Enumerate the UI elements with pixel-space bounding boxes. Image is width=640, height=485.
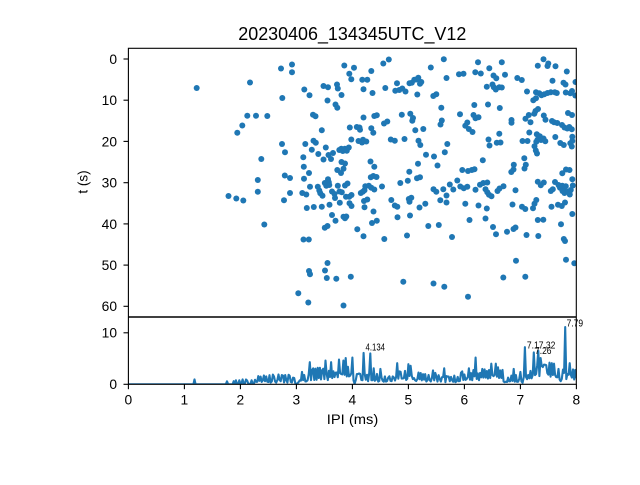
svg-text:4.134: 4.134 bbox=[366, 342, 386, 354]
svg-text:30: 30 bbox=[102, 176, 118, 191]
svg-text:7: 7 bbox=[517, 393, 525, 408]
svg-text:7.26: 7.26 bbox=[535, 345, 552, 357]
svg-text:20: 20 bbox=[102, 134, 118, 149]
svg-text:10: 10 bbox=[102, 326, 118, 341]
svg-text:10: 10 bbox=[102, 93, 118, 108]
svg-text:7.79: 7.79 bbox=[567, 318, 584, 330]
svg-text:20230406_134345UTC_V12: 20230406_134345UTC_V12 bbox=[238, 24, 466, 45]
svg-text:40: 40 bbox=[102, 217, 118, 232]
svg-text:0: 0 bbox=[125, 393, 133, 408]
svg-text:4: 4 bbox=[349, 393, 357, 408]
svg-text:50: 50 bbox=[102, 258, 118, 273]
svg-text:2: 2 bbox=[237, 393, 245, 408]
svg-text:60: 60 bbox=[102, 299, 118, 314]
svg-text:6: 6 bbox=[461, 393, 469, 408]
svg-text:7.17.32: 7.17.32 bbox=[527, 339, 556, 351]
svg-text:0: 0 bbox=[109, 52, 117, 67]
svg-text:3: 3 bbox=[293, 393, 301, 408]
svg-text:1: 1 bbox=[181, 393, 189, 408]
svg-text:IPI (ms): IPI (ms) bbox=[327, 411, 379, 427]
svg-text:5: 5 bbox=[405, 393, 413, 408]
svg-text:8: 8 bbox=[573, 393, 581, 408]
svg-text:0: 0 bbox=[109, 377, 117, 392]
svg-text:t (s): t (s) bbox=[76, 170, 91, 193]
